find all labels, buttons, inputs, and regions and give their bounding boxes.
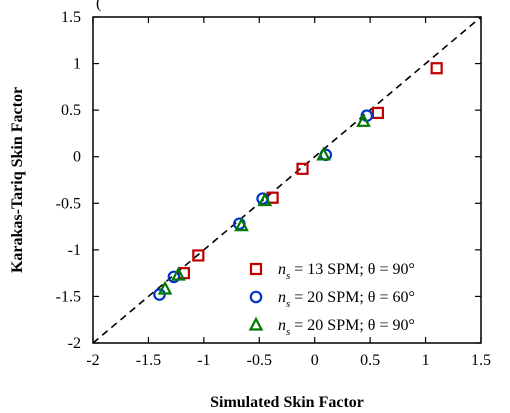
triangle-data-point <box>171 266 186 281</box>
data-points <box>153 62 443 301</box>
y-tick-label: -0.5 <box>56 195 81 212</box>
x-tick-label: 1.5 <box>471 352 491 369</box>
legend-circle-marker <box>249 290 263 304</box>
triangle-data-point <box>257 192 273 207</box>
series-square <box>177 62 443 280</box>
legend-triangle-marker <box>248 316 264 331</box>
square-data-point <box>371 106 385 120</box>
one-to-one-reference-line <box>92 16 482 344</box>
y-tick-label: -1.5 <box>56 288 81 305</box>
legend-entry-label: ns = 20 SPM; θ = 60° <box>278 289 415 310</box>
triangle-data-point <box>157 280 173 295</box>
legend-entry-label: ns = 13 SPM; θ = 90° <box>278 261 415 282</box>
x-tick-label: -2 <box>86 352 99 369</box>
legend: ns = 13 SPM; θ = 90° ns = 20 SPM; θ = 60°… <box>248 261 415 338</box>
triangle-data-point <box>356 112 371 127</box>
legend-square-marker <box>249 262 263 276</box>
x-axis-tick-labels: -2 -1.5 -1 -0.5 0 0.5 1 1.5 <box>86 352 491 369</box>
x-tick-label: 0 <box>311 352 319 369</box>
y-tick-label: 0.5 <box>61 102 81 119</box>
x-tick-label: 1 <box>422 352 430 369</box>
circle-data-point <box>167 270 181 284</box>
series-triangle <box>157 112 371 295</box>
y-tick-label: 1.5 <box>61 9 81 26</box>
square-data-point <box>430 62 443 75</box>
x-axis-label: Simulated Skin Factor <box>210 394 364 411</box>
triangle-data-point <box>234 217 249 232</box>
plot-area <box>92 16 482 344</box>
x-tick-label: 0.5 <box>360 352 380 369</box>
x-tick-label: -0.5 <box>247 352 272 369</box>
square-data-point <box>192 249 205 262</box>
x-tick-label: -1.5 <box>136 352 161 369</box>
y-tick-label: -1 <box>68 242 81 259</box>
y-tick-label: -2 <box>68 335 81 352</box>
legend-entry-label: ns = 20 SPM; θ = 90° <box>278 317 415 338</box>
y-axis-tick-labels: -2 -1.5 -1 -0.5 0 0.5 1 1.5 <box>56 9 81 352</box>
y-axis-label: Karakas-Tariq Skin Factor <box>9 87 26 273</box>
y-tick-label: 0 <box>73 149 81 166</box>
square-data-point <box>296 162 309 175</box>
chart-title-fragment: ( <box>96 0 101 12</box>
y-tick-label: 1 <box>73 56 81 73</box>
x-tick-label: -1 <box>197 352 210 369</box>
triangle-data-point <box>316 146 331 161</box>
